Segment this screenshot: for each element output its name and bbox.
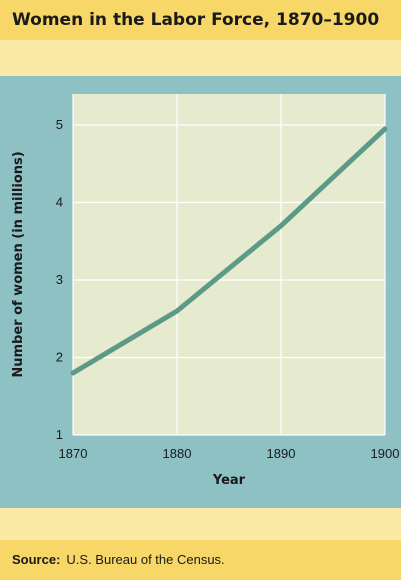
- x-axis-title: Year: [212, 473, 246, 488]
- y-axis-title: Number of women (in millions): [11, 151, 26, 377]
- y-axis-ticks: 1 2 3 4 5: [56, 117, 63, 442]
- source-footer: Source: U.S. Bureau of the Census.: [0, 540, 401, 580]
- chart-title: Women in the Labor Force, 1870–1900: [0, 0, 401, 40]
- x-tick-label-3: 1900: [371, 446, 400, 461]
- y-tick-label-1: 2: [56, 350, 63, 365]
- source-text: U.S. Bureau of the Census.: [66, 552, 225, 567]
- x-tick-label-0: 1870: [59, 446, 88, 461]
- series-line: [70, 126, 388, 376]
- x-tick-label-2: 1890: [267, 446, 296, 461]
- x-axis-ticks: 1870 1880 1890 1900: [59, 446, 400, 461]
- line-chart: 1 2 3 4 5 1870 1880 1890 1900 Number of women (…: [11, 94, 400, 488]
- y-tick-label-4: 5: [56, 117, 63, 132]
- x-tick-label-1: 1880: [163, 446, 192, 461]
- y-tick-label-3: 4: [56, 195, 63, 210]
- chart-panel: 1 2 3 4 5 1870 1880 1890 1900 Number of women (…: [0, 76, 401, 508]
- y-tick-label-0: 1: [56, 427, 63, 442]
- y-tick-label-2: 3: [56, 272, 63, 287]
- plot-area: [73, 94, 385, 435]
- grid-lines: [72, 94, 386, 436]
- source-label: Source:: [12, 552, 61, 567]
